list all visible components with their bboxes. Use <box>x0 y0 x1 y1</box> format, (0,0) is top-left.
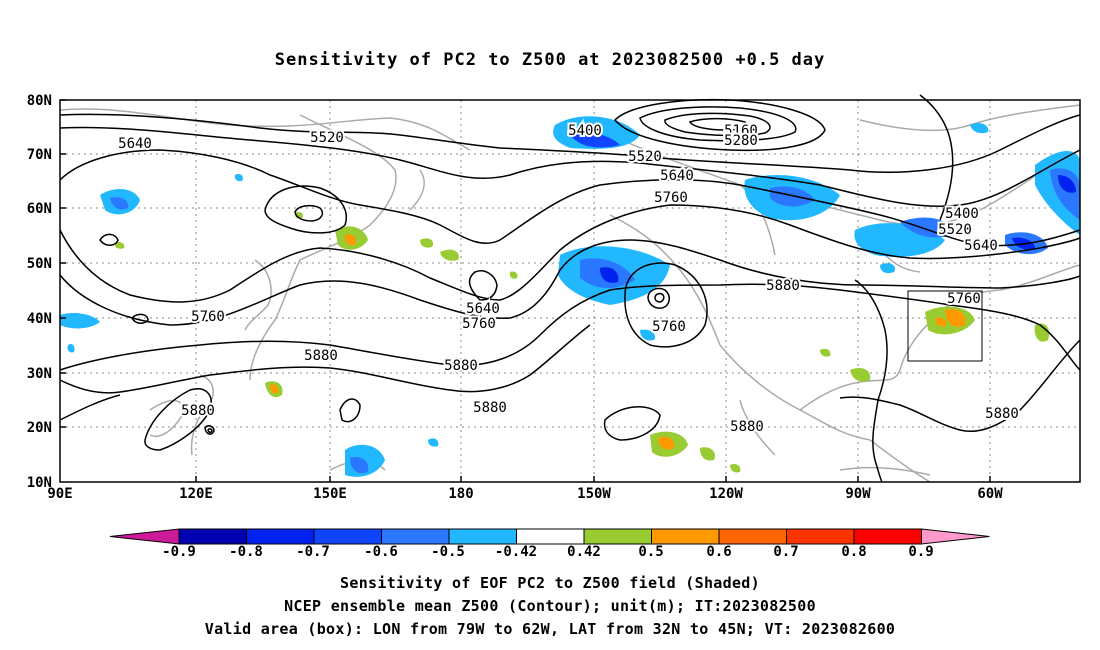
contour-label: 5640 <box>964 238 998 254</box>
caption-line-1: Sensitivity of EOF PC2 to Z500 field (Sh… <box>340 574 760 592</box>
map-frame <box>59 99 1081 483</box>
colorbar-segment <box>853 528 922 545</box>
lat-label: 80N <box>27 93 52 109</box>
contour-label: 5760 <box>654 190 688 206</box>
colorbar-label: -0.9 <box>162 544 196 560</box>
colorbar-segment <box>178 528 247 545</box>
lon-label: 90E <box>47 486 72 502</box>
colorbar-label: 0.5 <box>638 544 663 560</box>
contour-label: 5400 <box>568 123 602 139</box>
lon-label: 60W <box>977 486 1003 502</box>
shaded-sensitivity <box>60 116 1080 477</box>
contour-label: 5400 <box>945 206 979 222</box>
lon-label: 120W <box>709 486 743 502</box>
colorbar-label: 0.8 <box>841 544 866 560</box>
colorbar-segment <box>246 528 315 545</box>
colorbar-segment <box>786 528 855 545</box>
lon-label: 90W <box>845 486 871 502</box>
colorbar-segment <box>448 528 517 545</box>
caption-line-3: Valid area (box): LON from 79W to 62W, L… <box>204 620 896 638</box>
colorbar-segment <box>313 528 382 545</box>
colorbar-label: -0.5 <box>431 544 465 560</box>
colorbar-high-triangle <box>921 528 990 545</box>
colorbar-label: 0.9 <box>908 544 933 560</box>
lon-label: 120E <box>179 486 213 502</box>
contour-label: 5880 <box>181 403 215 419</box>
contour-label: 5760 <box>652 319 686 335</box>
lon-label: 180 <box>448 486 473 502</box>
colorbar-label: -0.6 <box>364 544 398 560</box>
longitude-labels: 90E 120E 150E 180 150W 120W 90W 60W <box>47 486 1003 502</box>
caption-line-2: NCEP ensemble mean Z500 (Contour); unit(… <box>284 597 816 615</box>
contour-label: 5280 <box>724 133 758 149</box>
colorbar-segment <box>583 528 652 545</box>
colorbar-label: 0.42 <box>567 544 601 560</box>
lon-label: 150E <box>313 486 347 502</box>
lat-label: 30N <box>27 366 52 382</box>
lat-label: 60N <box>27 201 52 217</box>
colorbar-low-triangle <box>109 528 180 545</box>
contour-label: 5520 <box>628 149 662 165</box>
colorbar-labels: -0.9 -0.8 -0.7 -0.6 -0.5 -0.42 0.42 0.5 … <box>162 544 934 560</box>
contour-label: 5160 <box>724 123 758 139</box>
contour-label: 5520 <box>310 130 344 146</box>
lat-label: 50N <box>27 256 52 272</box>
contour-label: 5880 <box>730 419 764 435</box>
lat-label: 70N <box>27 147 52 163</box>
lon-label: 150W <box>577 486 611 502</box>
contour-label: 5640 <box>118 136 152 152</box>
contour-label: 5520 <box>938 222 972 238</box>
lat-label: 10N <box>27 475 52 491</box>
colorbar-label: -0.42 <box>495 544 537 560</box>
colorbar-label: -0.7 <box>296 544 330 560</box>
map-title: Sensitivity of PC2 to Z500 at 2023082500… <box>274 50 826 70</box>
colorbar-segment <box>381 528 450 545</box>
contour-label: 5640 <box>466 301 500 317</box>
lat-label: 20N <box>27 420 52 436</box>
colorbar-segment <box>516 528 585 545</box>
colorbar-label: 0.7 <box>773 544 798 560</box>
contour-label: 5880 <box>766 278 800 294</box>
colorbar-label: 0.6 <box>706 544 731 560</box>
latitude-labels: 80N 70N 60N 50N 40N 30N 20N 10N <box>27 93 52 491</box>
lat-label: 40N <box>27 311 52 327</box>
contour-label: 5640 <box>660 168 694 184</box>
contour-label: 5760 <box>191 309 225 325</box>
colorbar-segment <box>651 528 720 545</box>
colorbar-label: -0.8 <box>229 544 263 560</box>
contour-label: 5880 <box>444 358 478 374</box>
coastlines <box>59 104 1081 483</box>
colorbar-segment <box>718 528 787 545</box>
contour-label: 5880 <box>985 406 1019 422</box>
valid-area-box <box>907 290 983 362</box>
contour-label: 5760 <box>947 291 981 307</box>
z500-contours <box>59 94 1081 483</box>
contour-label: 5880 <box>304 348 338 364</box>
axis-ticks <box>60 99 991 482</box>
colorbar <box>109 528 990 545</box>
contour-label: 5880 <box>473 400 507 416</box>
contour-label: 5760 <box>462 316 496 332</box>
contour-labels: 5640 5520 5400 5160 5280 5520 5640 5760 … <box>116 121 1021 437</box>
